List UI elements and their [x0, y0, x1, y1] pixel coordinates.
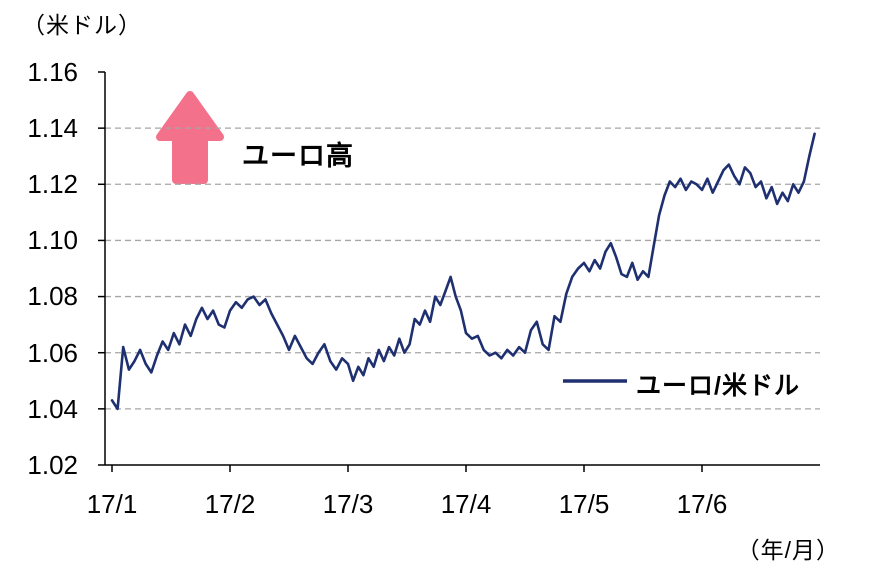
- y-axis-tick-label: 1.06: [27, 338, 78, 368]
- x-axis-tick-label: 17/4: [440, 489, 492, 519]
- y-axis-tick-label: 1.04: [27, 394, 78, 424]
- y-axis-tick-label: 1.08: [27, 281, 78, 311]
- x-axis-tick-label: 17/1: [86, 489, 138, 519]
- y-axis-unit-label: （米ドル）: [22, 12, 142, 38]
- y-axis-tick-label: 1.02: [27, 450, 78, 480]
- y-axis-tick-label: 1.12: [27, 169, 78, 199]
- y-axis-tick-label: 1.10: [27, 225, 78, 255]
- y-axis-tick-label: 1.14: [27, 113, 78, 143]
- eur-usd-series-line: [110, 132, 816, 411]
- up-arrow-icon: [156, 91, 224, 184]
- x-axis-tick-label: 17/6: [676, 489, 728, 519]
- x-axis-tick-label: 17/5: [558, 489, 610, 519]
- y-axis-tick-label: 1.16: [27, 57, 78, 87]
- euro-high-annotation: ユーロ高: [242, 141, 354, 171]
- x-axis-tick-label: 17/2: [204, 489, 256, 519]
- legend-label: ユーロ/米ドル: [636, 372, 800, 400]
- x-axis-unit-label: （年/月）: [736, 537, 840, 563]
- x-axis-tick-label: 17/3: [322, 489, 374, 519]
